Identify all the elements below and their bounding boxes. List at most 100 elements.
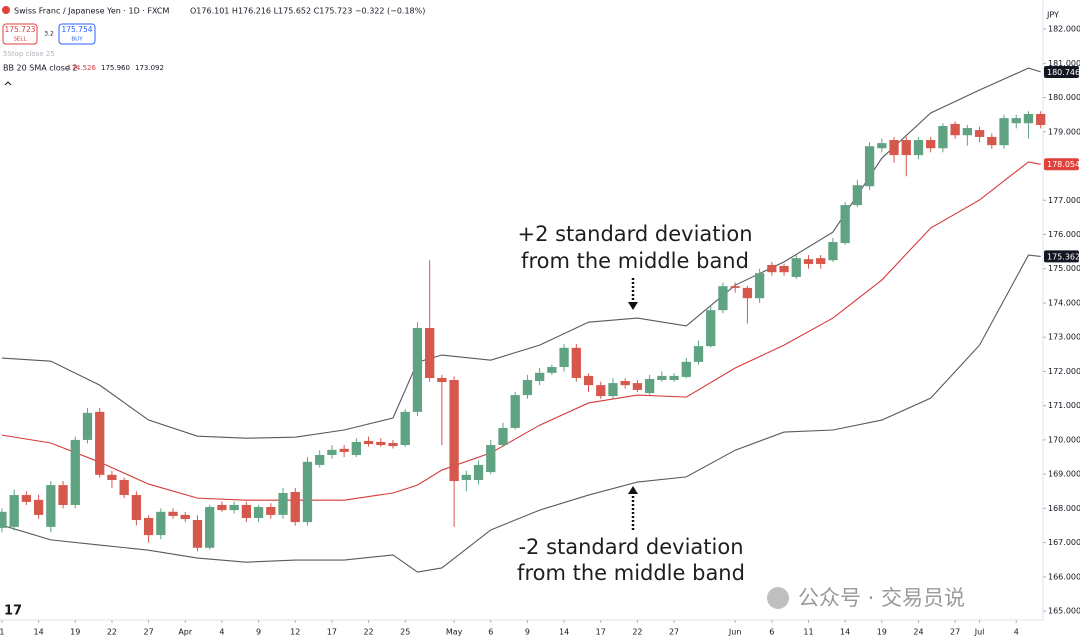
- x-tick-label: 4: [1014, 628, 1019, 637]
- y-tick-label: 180.000: [1048, 93, 1080, 102]
- candle-body: [1011, 118, 1021, 124]
- sell-button[interactable]: [2, 23, 38, 45]
- candle-body: [657, 375, 667, 381]
- indicator-label[interactable]: BB 20 SMA close 2: [3, 64, 77, 73]
- candle-body: [620, 381, 630, 386]
- candle-body: [681, 361, 691, 377]
- sell-price: 175.723: [4, 25, 35, 34]
- y-tick-label: 171.000: [1048, 401, 1080, 410]
- candle-body: [278, 492, 288, 515]
- candle-body: [156, 511, 166, 536]
- y-tick-label: 170.000: [1048, 435, 1080, 444]
- candle-body: [987, 136, 997, 146]
- y-tick-label: 173.000: [1048, 333, 1080, 342]
- y-tick-label: 168.000: [1048, 504, 1080, 513]
- x-tick-label: 25: [400, 628, 410, 637]
- candle-body: [742, 287, 753, 299]
- y-tick-label: 174.000: [1048, 298, 1080, 307]
- sell-label: SELL: [13, 37, 27, 43]
- candle-body: [803, 259, 814, 264]
- candle-body: [143, 517, 154, 536]
- y-tick-label: 176.000: [1048, 230, 1080, 239]
- candle-body: [21, 495, 32, 502]
- x-tick-label: 27: [950, 628, 960, 637]
- candle-body: [535, 372, 545, 382]
- currency-label: JPY: [1046, 11, 1059, 20]
- spread: 3.2: [44, 31, 54, 38]
- candle-body: [877, 143, 887, 149]
- candle-body: [363, 440, 374, 445]
- candle-body: [168, 511, 178, 516]
- candle-body: [266, 507, 276, 515]
- price-tag: [1044, 158, 1079, 171]
- x-tick-label: 22: [107, 628, 117, 637]
- x-tick-label: 17: [327, 628, 337, 637]
- x-tick-label: 9: [256, 628, 261, 637]
- logo: 17: [4, 604, 22, 619]
- candle-body: [596, 385, 606, 397]
- candle-body: [302, 461, 313, 523]
- candle-body: [693, 346, 704, 362]
- candle-body: [1023, 114, 1034, 124]
- y-tick-label: 177.000: [1048, 196, 1080, 205]
- watermark-icon: [767, 587, 789, 609]
- candle-body: [241, 504, 252, 518]
- candle-body: [473, 464, 484, 480]
- hidden-indicator[interactable]: 5Stop close 25: [3, 50, 55, 58]
- candle-body: [767, 264, 777, 273]
- x-tick-label: Apr: [178, 628, 193, 637]
- candle-body: [425, 327, 435, 378]
- price-tag: [1044, 66, 1079, 79]
- candle-body: [926, 140, 936, 149]
- candle-body: [217, 504, 227, 511]
- symbol-icon: [2, 6, 10, 14]
- candle-body: [205, 507, 215, 548]
- chart-title: Swiss Franc / Japanese Yen · 1D · FXCM: [14, 7, 169, 16]
- candle-body: [547, 367, 557, 373]
- candle-body: [82, 412, 93, 440]
- candle-body: [461, 474, 471, 480]
- candle-body: [608, 383, 618, 397]
- candle-body: [754, 273, 765, 299]
- candle-body: [376, 441, 386, 446]
- candle-body: [388, 443, 398, 447]
- candle-body: [913, 140, 924, 156]
- y-tick-label: 165.000: [1048, 607, 1080, 616]
- x-tick-label: Jul: [974, 628, 985, 637]
- candle-body: [852, 185, 863, 206]
- y-tick-label: 181.000: [1048, 59, 1080, 68]
- candle-body: [571, 347, 581, 378]
- candle-body: [938, 125, 948, 149]
- candle-body: [791, 258, 801, 277]
- candle-body: [583, 375, 594, 386]
- candle-body: [522, 380, 533, 396]
- x-tick-label: Jun: [728, 628, 742, 637]
- candle-body: [840, 205, 850, 244]
- candle-body: [412, 327, 423, 412]
- collapse-icon[interactable]: [4, 81, 12, 86]
- candle-body: [1036, 114, 1046, 125]
- candle-body: [828, 242, 838, 261]
- x-tick-label: 14: [559, 628, 569, 637]
- buy-button[interactable]: [58, 23, 96, 45]
- candle-body: [192, 520, 203, 548]
- candle-body: [315, 454, 325, 465]
- candle-body: [0, 511, 7, 528]
- x-tick-label: 6: [769, 628, 774, 637]
- candle-body: [131, 495, 142, 521]
- candle-body: [498, 427, 508, 446]
- arrow-head: [628, 486, 638, 494]
- x-tick-label: 14: [840, 628, 850, 637]
- candle-body: [962, 128, 973, 136]
- y-tick-label: 172.000: [1048, 367, 1080, 376]
- candle-body: [864, 146, 875, 187]
- candle-body: [58, 485, 68, 505]
- price-tag-label: 175.362: [1047, 252, 1080, 261]
- candle-body: [437, 377, 447, 383]
- candle-body: [70, 439, 80, 505]
- annotation: +2 standard deviation: [517, 222, 752, 246]
- candle-body: [400, 411, 410, 446]
- x-tick-label: 9: [525, 628, 530, 637]
